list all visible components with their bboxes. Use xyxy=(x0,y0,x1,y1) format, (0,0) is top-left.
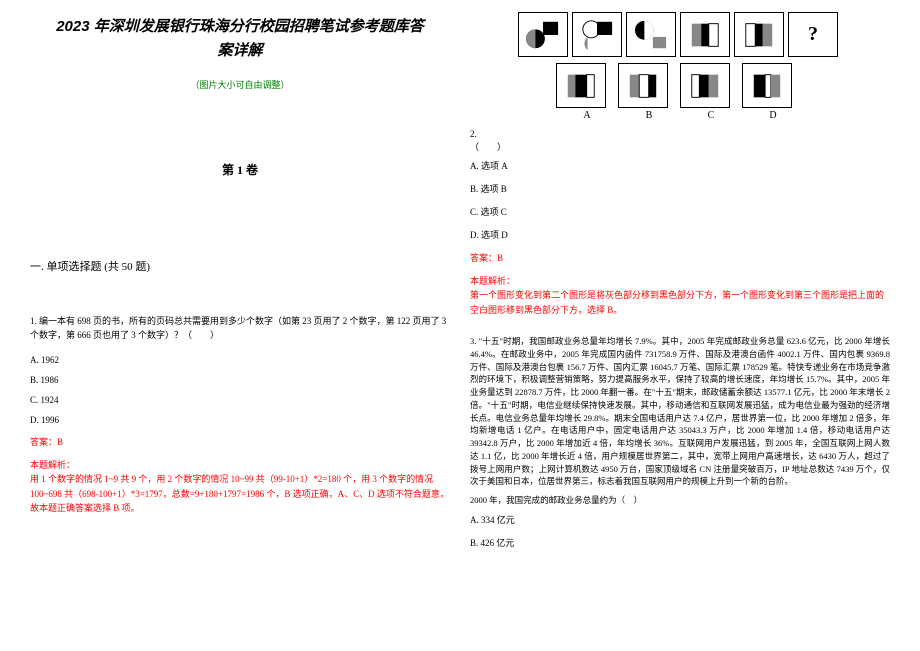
q1-option-a: A. 1962 xyxy=(30,355,450,365)
figure-box-4 xyxy=(680,12,730,57)
q1-option-b: B. 1986 xyxy=(30,375,450,385)
q2-option-c: C. 选项 C xyxy=(470,205,890,218)
q2-figure: ? A B C D xyxy=(470,12,890,121)
label-a: A xyxy=(556,110,618,121)
figure-opt-d xyxy=(742,63,792,108)
q3-option-b: B. 426 亿元 xyxy=(470,536,890,549)
q1-explain: 用 1 个数字的情况 1~9 共 9 个，用 2 个数字的情况 10~99 共（… xyxy=(30,472,450,515)
label-b: B xyxy=(618,110,680,121)
figure-box-2 xyxy=(572,12,622,57)
label-c: C xyxy=(680,110,742,121)
q2-option-b: B. 选项 B xyxy=(470,182,890,195)
figure-opt-a xyxy=(556,63,606,108)
q3-option-a: A. 334 亿元 xyxy=(470,513,890,526)
figure-box-qmark: ? xyxy=(788,12,838,57)
figure-box-3 xyxy=(626,12,676,57)
doc-title-line2: 案详解 xyxy=(30,39,450,60)
label-d: D xyxy=(742,110,804,121)
resize-note: （图片大小可自由调整） xyxy=(30,78,450,91)
q1-answer: 答案：B xyxy=(30,435,450,448)
q2-explain-label: 本题解析： xyxy=(470,274,890,288)
figure-opt-b xyxy=(618,63,668,108)
figure-opt-c xyxy=(680,63,730,108)
q3-text2: 2000 年，我国完成的邮政业务总量约为（ ） xyxy=(470,494,890,507)
q2-option-d: D. 选项 D xyxy=(470,228,890,241)
volume-label: 第 1 卷 xyxy=(30,161,450,178)
figure-box-1 xyxy=(518,12,568,57)
figure-box-5 xyxy=(734,12,784,57)
q1-explain-label: 本题解析： xyxy=(30,458,450,472)
q1-text: 1. 编一本有 698 页的书，所有的页码总共需要用到多少个数字（如第 23 页… xyxy=(30,314,450,343)
q2-number: 2. xyxy=(470,129,890,139)
q3-text: 3. "十五"时期，我国邮政业务总量年均增长 7.9%。其中，2005 年完成邮… xyxy=(470,335,890,488)
q1-option-d: D. 1996 xyxy=(30,415,450,425)
q1-option-c: C. 1924 xyxy=(30,395,450,405)
q2-answer: 答案：B xyxy=(470,251,890,264)
question-mark-icon: ? xyxy=(808,23,818,46)
doc-title-line1: 2023 年深圳发展银行珠海分行校园招聘笔试参考题库答 xyxy=(30,16,450,37)
q2-option-a: A. 选项 A xyxy=(470,159,890,172)
section-header: 一. 单项选择题 (共 50 题) xyxy=(30,258,450,274)
q2-paren: （ ） xyxy=(470,140,890,153)
q2-explain: 第一个图形变化到第二个图形是将灰色部分移到黑色部分下方，第一个图形变化到第三个图… xyxy=(470,288,890,317)
